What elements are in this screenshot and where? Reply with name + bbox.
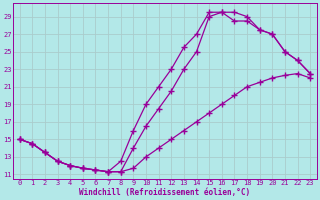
X-axis label: Windchill (Refroidissement éolien,°C): Windchill (Refroidissement éolien,°C)	[79, 188, 251, 197]
